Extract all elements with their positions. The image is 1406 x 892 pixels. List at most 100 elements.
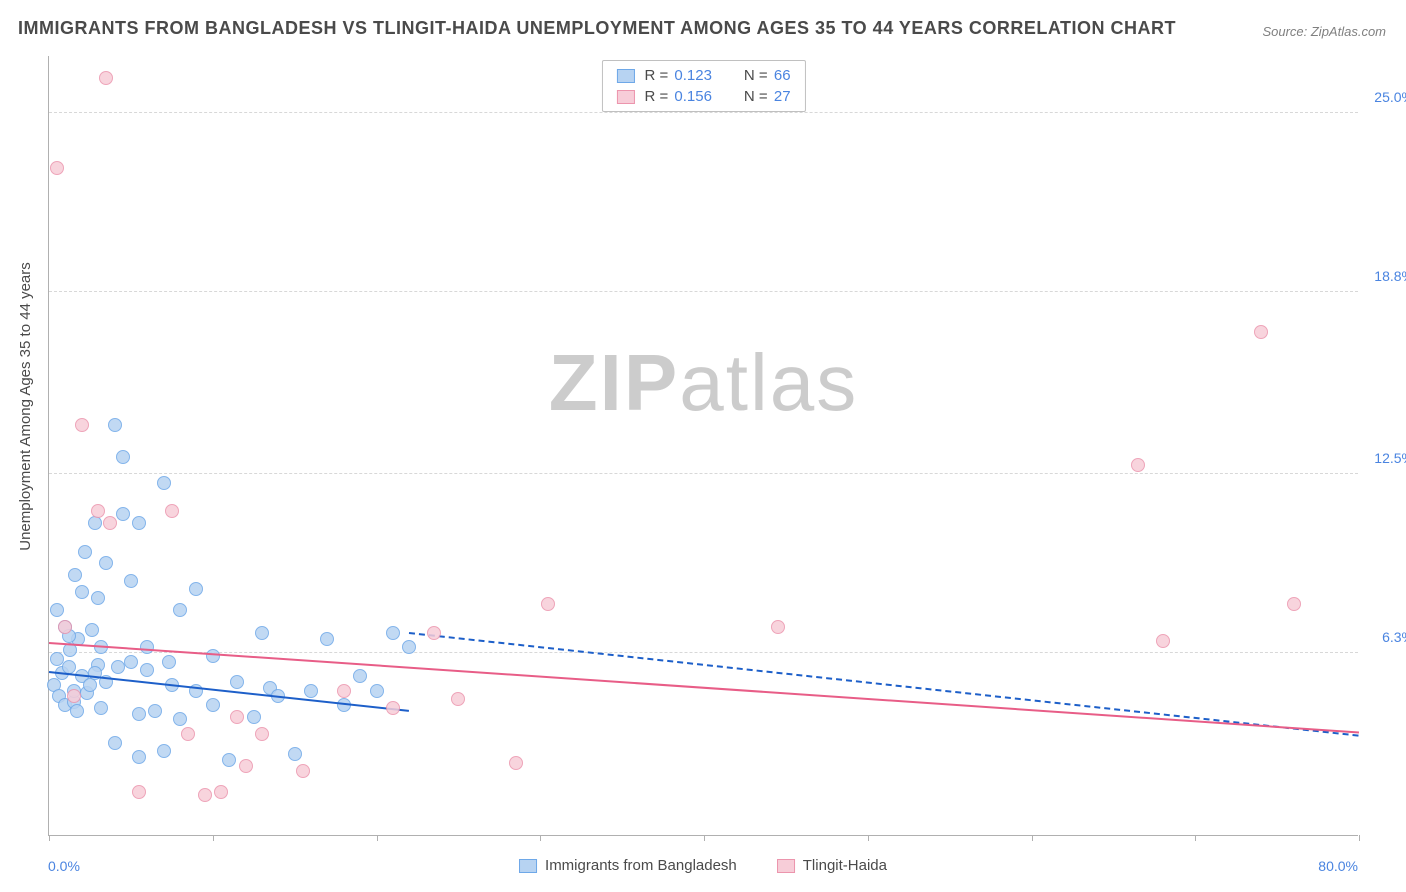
data-point (230, 675, 244, 689)
series-legend: Immigrants from Bangladesh Tlingit-Haida (519, 857, 887, 874)
data-point (206, 649, 220, 663)
data-point (116, 507, 130, 521)
x-tick (704, 835, 705, 841)
data-point (108, 736, 122, 750)
data-point (132, 516, 146, 530)
data-point (157, 744, 171, 758)
data-point (162, 655, 176, 669)
gridline (49, 473, 1358, 474)
legend-swatch (616, 90, 634, 104)
data-point (173, 603, 187, 617)
series-name: Tlingit-Haida (803, 857, 887, 874)
data-point (402, 640, 416, 654)
series-name: Immigrants from Bangladesh (545, 857, 737, 874)
data-point (239, 759, 253, 773)
data-point (173, 712, 187, 726)
data-point (370, 684, 384, 698)
data-point (50, 603, 64, 617)
data-point (68, 568, 82, 582)
data-point (320, 632, 334, 646)
data-point (50, 161, 64, 175)
data-point (91, 591, 105, 605)
data-point (124, 574, 138, 588)
gridline (49, 112, 1358, 113)
data-point (189, 582, 203, 596)
x-tick (540, 835, 541, 841)
data-point (91, 504, 105, 518)
legend-row: R = 0.156 N = 27 (616, 86, 790, 107)
gridline (49, 652, 1358, 653)
data-point (1254, 325, 1268, 339)
data-point (67, 689, 81, 703)
x-tick (49, 835, 50, 841)
data-point (206, 698, 220, 712)
data-point (116, 450, 130, 464)
x-axis-min-label: 0.0% (48, 858, 80, 874)
legend-r-label: R = 0.156 (644, 88, 711, 105)
data-point (1287, 597, 1301, 611)
data-point (230, 710, 244, 724)
data-point (157, 476, 171, 490)
x-tick (1359, 835, 1360, 841)
watermark-atlas: atlas (679, 338, 858, 427)
trend-line (49, 642, 1359, 734)
data-point (181, 727, 195, 741)
data-point (509, 756, 523, 770)
data-point (165, 504, 179, 518)
y-tick-label: 12.5% (1374, 450, 1406, 466)
data-point (198, 788, 212, 802)
legend-n-label: N = 66 (744, 67, 791, 84)
x-axis-max-label: 80.0% (1318, 858, 1358, 874)
data-point (451, 692, 465, 706)
data-point (58, 620, 72, 634)
data-point (771, 620, 785, 634)
data-point (337, 684, 351, 698)
x-tick (1195, 835, 1196, 841)
data-point (353, 669, 367, 683)
x-tick (1032, 835, 1033, 841)
data-point (75, 585, 89, 599)
data-point (140, 663, 154, 677)
data-point (108, 418, 122, 432)
data-point (78, 545, 92, 559)
data-point (214, 785, 228, 799)
legend-r-label: R = 0.123 (644, 67, 711, 84)
chart-title: IMMIGRANTS FROM BANGLADESH VS TLINGIT-HA… (18, 18, 1176, 39)
y-tick-label: 18.8% (1374, 268, 1406, 284)
legend-row: R = 0.123 N = 66 (616, 65, 790, 86)
y-axis-label-container: Unemployment Among Ages 35 to 44 years (10, 56, 40, 756)
data-point (94, 701, 108, 715)
x-tick (868, 835, 869, 841)
data-point (288, 747, 302, 761)
data-point (541, 597, 555, 611)
data-point (304, 684, 318, 698)
data-point (70, 704, 84, 718)
data-point (1156, 634, 1170, 648)
data-point (85, 623, 99, 637)
data-point (132, 785, 146, 799)
data-point (255, 727, 269, 741)
legend-n-label: N = 27 (744, 88, 791, 105)
data-point (1131, 458, 1145, 472)
series-legend-item: Tlingit-Haida (777, 857, 887, 874)
data-point (386, 626, 400, 640)
data-point (99, 556, 113, 570)
data-point (99, 71, 113, 85)
data-point (386, 701, 400, 715)
data-point (148, 704, 162, 718)
x-tick (213, 835, 214, 841)
legend-swatch (777, 859, 795, 873)
data-point (296, 764, 310, 778)
data-point (132, 750, 146, 764)
data-point (103, 516, 117, 530)
legend-swatch (519, 859, 537, 873)
data-point (140, 640, 154, 654)
watermark-zip: ZIP (549, 338, 679, 427)
y-tick-label: 25.0% (1374, 89, 1406, 105)
data-point (255, 626, 269, 640)
series-legend-item: Immigrants from Bangladesh (519, 857, 737, 874)
data-point (427, 626, 441, 640)
y-tick-label: 6.3% (1382, 629, 1406, 645)
plot-area: ZIPatlas R = 0.123N = 66R = 0.156N = 27 … (48, 56, 1358, 836)
data-point (247, 710, 261, 724)
